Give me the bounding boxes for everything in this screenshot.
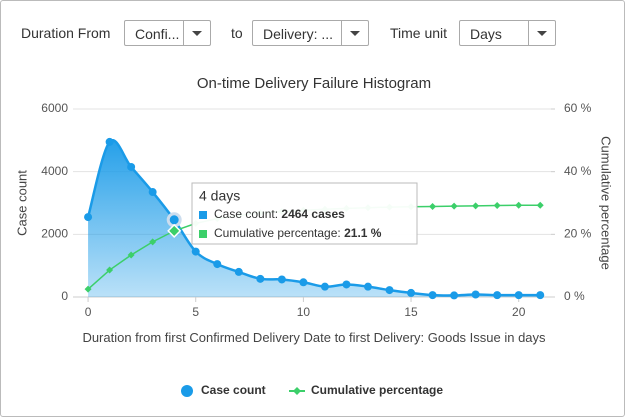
point bbox=[84, 285, 92, 293]
tooltip-row: Cumulative percentage: 21.1 % bbox=[214, 226, 382, 240]
y2-tick-label: 0 % bbox=[564, 289, 585, 303]
tooltip-value: 21.1 % bbox=[344, 226, 382, 240]
point bbox=[256, 274, 265, 283]
point bbox=[514, 291, 523, 300]
point bbox=[407, 288, 416, 297]
legend-symbol bbox=[181, 385, 193, 397]
point bbox=[515, 201, 523, 209]
point bbox=[149, 238, 157, 246]
point bbox=[191, 247, 200, 256]
point bbox=[493, 202, 501, 210]
point bbox=[106, 266, 114, 274]
point bbox=[342, 280, 351, 289]
area bbox=[88, 140, 541, 297]
tooltip-box bbox=[191, 182, 418, 245]
legend-label: Case count bbox=[201, 383, 266, 397]
point bbox=[493, 291, 502, 300]
tooltip-swatch bbox=[199, 230, 207, 238]
point bbox=[450, 291, 459, 300]
point bbox=[127, 162, 136, 171]
from-value: Confi... bbox=[135, 26, 180, 42]
tooltip-row: Case count: 2464 cases bbox=[214, 207, 345, 221]
y-tick-label: 0 bbox=[61, 289, 68, 303]
tooltip-label: Cumulative percentage: bbox=[214, 226, 341, 240]
unit-dropdown[interactable]: Days bbox=[459, 20, 556, 46]
x-tick-label: 5 bbox=[192, 305, 199, 319]
y2-tick-label: 20 % bbox=[564, 227, 592, 241]
point bbox=[450, 202, 458, 210]
x-axis-label: Duration from first Confirmed Delivery D… bbox=[82, 330, 546, 345]
unit-value: Days bbox=[470, 26, 502, 42]
tooltip-title: 4 days bbox=[199, 188, 240, 204]
x-tick-label: 0 bbox=[85, 305, 92, 319]
tooltip: 4 days Case count: 2464 cases Cumulative p… bbox=[191, 182, 418, 245]
tooltip-value: 2464 cases bbox=[281, 207, 345, 221]
point bbox=[148, 188, 157, 197]
from-dropdown[interactable]: Confi... bbox=[124, 20, 211, 46]
unit-label: Time unit bbox=[390, 25, 448, 41]
point bbox=[536, 291, 545, 300]
point bbox=[385, 286, 394, 295]
point bbox=[213, 260, 222, 269]
point bbox=[234, 267, 243, 276]
point bbox=[363, 282, 372, 291]
tooltip-swatch bbox=[199, 211, 207, 219]
y-tick-label: 4000 bbox=[41, 164, 68, 178]
x-tick-label: 10 bbox=[297, 305, 311, 319]
chart-title: On-time Delivery Failure Histogram bbox=[197, 75, 431, 92]
point bbox=[536, 201, 544, 209]
y-tick-label: 2000 bbox=[41, 227, 68, 241]
x-tick-label: 15 bbox=[404, 305, 418, 319]
point bbox=[277, 275, 286, 284]
y2-tick-label: 40 % bbox=[564, 164, 592, 178]
to-dropdown[interactable]: Delivery: ... bbox=[252, 20, 369, 46]
y-tick-label: 6000 bbox=[41, 101, 68, 115]
to-label: to bbox=[231, 25, 243, 41]
tooltip-label: Case count: bbox=[214, 207, 278, 221]
point bbox=[320, 282, 329, 291]
y2-tick-label: 60 % bbox=[564, 101, 592, 115]
point bbox=[84, 213, 93, 222]
point bbox=[429, 202, 437, 210]
point bbox=[105, 137, 114, 146]
point bbox=[472, 202, 480, 210]
y2-axis-label: Cumulative percentage bbox=[599, 136, 614, 270]
legend-label: Cumulative percentage bbox=[311, 383, 443, 397]
to-value: Delivery: ... bbox=[263, 26, 334, 42]
line bbox=[86, 138, 541, 297]
point bbox=[299, 278, 308, 287]
legend-symbol bbox=[293, 387, 301, 395]
point bbox=[127, 251, 135, 259]
point bbox=[471, 290, 480, 299]
point bbox=[428, 291, 437, 300]
from-label: Duration From bbox=[21, 25, 111, 41]
point bbox=[167, 223, 182, 238]
x-tick-label: 20 bbox=[512, 305, 526, 319]
y-axis-label: Case count bbox=[14, 170, 29, 236]
